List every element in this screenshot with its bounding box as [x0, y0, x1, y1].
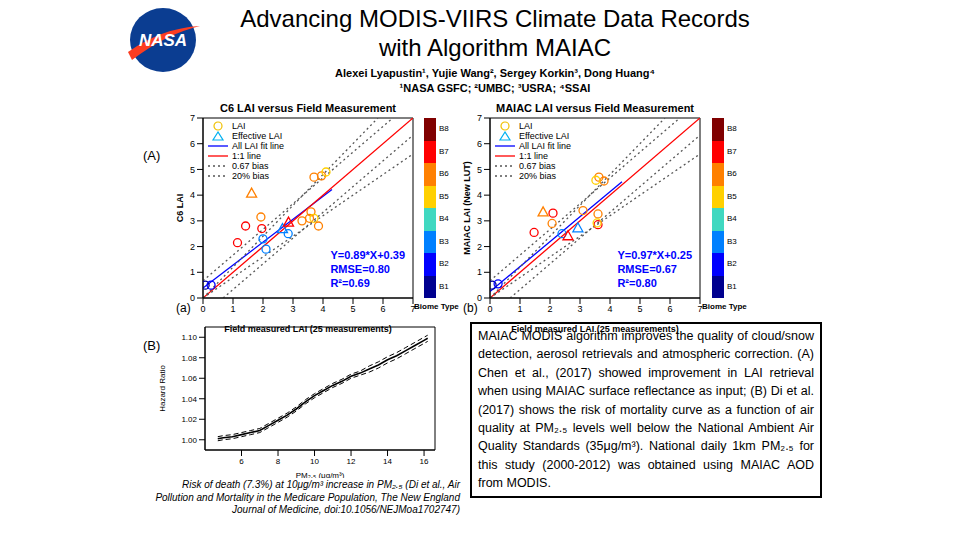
svg-text:6: 6 — [667, 304, 672, 314]
html-text:0.67 bias: 0.67 bias — [519, 161, 556, 171]
svg-text:1: 1 — [190, 267, 195, 277]
svg-text:1.08: 1.08 — [181, 354, 197, 363]
html-text:(a): (a) — [176, 301, 191, 315]
html-text:Advancing MODIS-VIIRS Climate: Advancing MODIS-VIIRS Climate Data Recor… — [240, 5, 750, 32]
html-text:B6: B6 — [439, 169, 449, 179]
html-text:B1: B1 — [727, 281, 737, 291]
svg-text:6: 6 — [190, 139, 195, 149]
svg-text:2: 2 — [190, 242, 195, 252]
svg-text:3: 3 — [577, 304, 582, 314]
svg-text:C6 LAI: C6 LAI — [175, 194, 185, 223]
html-text:B8: B8 — [727, 124, 737, 134]
html-text:LAI: LAI — [519, 121, 533, 131]
svg-text:1.04: 1.04 — [181, 395, 197, 404]
html-text:B7: B7 — [439, 146, 449, 156]
svg-text:4: 4 — [320, 304, 325, 314]
svg-text:4: 4 — [477, 190, 482, 200]
html-text:Risk of death (7.3%) at 10μg/m: Risk of death (7.3%) at 10μg/m³ increase… — [155, 479, 460, 515]
html-text:1:1 line: 1:1 line — [232, 151, 261, 161]
html-text:(A): (A) — [143, 148, 161, 163]
html-text:All LAI fit line: All LAI fit line — [232, 141, 284, 151]
html-text:B7: B7 — [727, 146, 737, 156]
html-text:B2: B2 — [727, 259, 737, 269]
svg-text:12: 12 — [347, 457, 356, 466]
svg-text:0: 0 — [477, 293, 482, 303]
html-text:B3: B3 — [439, 236, 449, 246]
svg-text:7: 7 — [190, 113, 195, 123]
svg-text:2: 2 — [547, 304, 552, 314]
svg-text:1: 1 — [517, 304, 522, 314]
html-text:B4: B4 — [439, 214, 449, 224]
html-text:Y=0.97*X+0.25: Y=0.97*X+0.25 — [617, 249, 692, 261]
html-text:1:1 line: 1:1 line — [519, 151, 548, 161]
html-text:0.67 bias: 0.67 bias — [232, 161, 269, 171]
html-text:MAIAC MODIS algorithm improves: MAIAC MODIS algorithm improves the quali… — [478, 329, 814, 491]
svg-text:PM₂.₅ (μg/m³): PM₂.₅ (μg/m³) — [296, 471, 345, 478]
html-text:¹NASA GSFC; ²UMBC; ³USRA; ⁴SSA: ¹NASA GSFC; ²UMBC; ³USRA; ⁴SSAI — [399, 82, 591, 94]
svg-text:6: 6 — [380, 304, 385, 314]
html-text:Effective LAI: Effective LAI — [519, 131, 570, 141]
html-text:RMSE=0.80: RMSE=0.80 — [330, 263, 390, 275]
svg-text:2: 2 — [260, 304, 265, 314]
svg-text:7: 7 — [477, 113, 482, 123]
svg-text:5: 5 — [190, 165, 195, 175]
svg-text:0: 0 — [487, 304, 492, 314]
html-text:B2: B2 — [439, 259, 449, 269]
html-text:B5: B5 — [439, 191, 449, 201]
svg-text:7: 7 — [410, 304, 416, 315]
svg-text:7: 7 — [697, 304, 702, 314]
svg-text:1.00: 1.00 — [181, 436, 197, 445]
html-text:Biome Type: Biome Type — [702, 302, 747, 311]
svg-text:8: 8 — [276, 457, 281, 466]
html-text:20% bias: 20% bias — [232, 171, 269, 181]
svg-text:1.02: 1.02 — [181, 415, 197, 424]
svg-text:10: 10 — [310, 457, 319, 466]
html-text:Biome Type: Biome Type — [414, 302, 459, 311]
svg-text:6: 6 — [239, 457, 244, 466]
html-text:MAIAC LAI versus Field Measure: MAIAC LAI versus Field Measurement — [496, 102, 694, 114]
html-text:R²=0.69: R²=0.69 — [330, 277, 370, 289]
html-text:B4: B4 — [727, 214, 737, 224]
svg-text:16: 16 — [420, 457, 429, 466]
html-text:B6: B6 — [727, 169, 737, 179]
svg-text:3: 3 — [290, 304, 295, 314]
svg-text:6: 6 — [477, 139, 482, 149]
svg-text:Hazard Ratio: Hazard Ratio — [158, 365, 167, 412]
svg-text:1: 1 — [477, 267, 482, 277]
html-text:LAI: LAI — [232, 121, 246, 131]
html-text:with Algorithm MAIAC: with Algorithm MAIAC — [379, 34, 611, 61]
svg-text:Field measured LAI (25 measure: Field measured LAI (25 measurements) — [224, 324, 392, 334]
svg-text:4: 4 — [607, 304, 612, 314]
html-text:Effective LAI: Effective LAI — [232, 131, 283, 141]
html-text:B8: B8 — [439, 124, 449, 134]
html-text:B1: B1 — [439, 281, 449, 291]
html-text:20% bias: 20% bias — [519, 171, 556, 181]
svg-text:1: 1 — [230, 304, 235, 314]
html-text:All LAI fit line: All LAI fit line — [519, 141, 571, 151]
svg-text:NASA: NASA — [139, 31, 187, 50]
svg-text:14: 14 — [383, 457, 392, 466]
html-text:RMSE=0.67: RMSE=0.67 — [617, 263, 677, 275]
svg-text:0: 0 — [200, 304, 205, 314]
svg-text:1.10: 1.10 — [181, 333, 197, 342]
html-text:(B): (B) — [143, 338, 161, 353]
html-text:Y=0.89*X+0.39: Y=0.89*X+0.39 — [330, 249, 405, 261]
html-text:B3: B3 — [727, 236, 737, 246]
svg-text:3: 3 — [190, 216, 195, 226]
svg-text:MAIAC LAI (New LUT): MAIAC LAI (New LUT) — [462, 161, 472, 255]
svg-text:1.06: 1.06 — [181, 374, 197, 383]
html-text:C6 LAI versus Field Measuremen: C6 LAI versus Field Measurement — [220, 102, 396, 114]
svg-text:0: 0 — [190, 293, 195, 303]
svg-text:2: 2 — [477, 242, 482, 252]
html-text:B5: B5 — [727, 191, 737, 201]
html-text:Alexei Lyapustin¹, Yujie Wang²: Alexei Lyapustin¹, Yujie Wang², Sergey K… — [335, 67, 655, 79]
html-text:(b): (b) — [463, 301, 478, 315]
html-text:R²=0.80: R²=0.80 — [617, 277, 657, 289]
svg-text:3: 3 — [477, 216, 482, 226]
svg-text:5: 5 — [477, 165, 482, 175]
svg-text:5: 5 — [637, 304, 642, 314]
svg-text:4: 4 — [190, 190, 195, 200]
svg-text:5: 5 — [350, 304, 355, 314]
